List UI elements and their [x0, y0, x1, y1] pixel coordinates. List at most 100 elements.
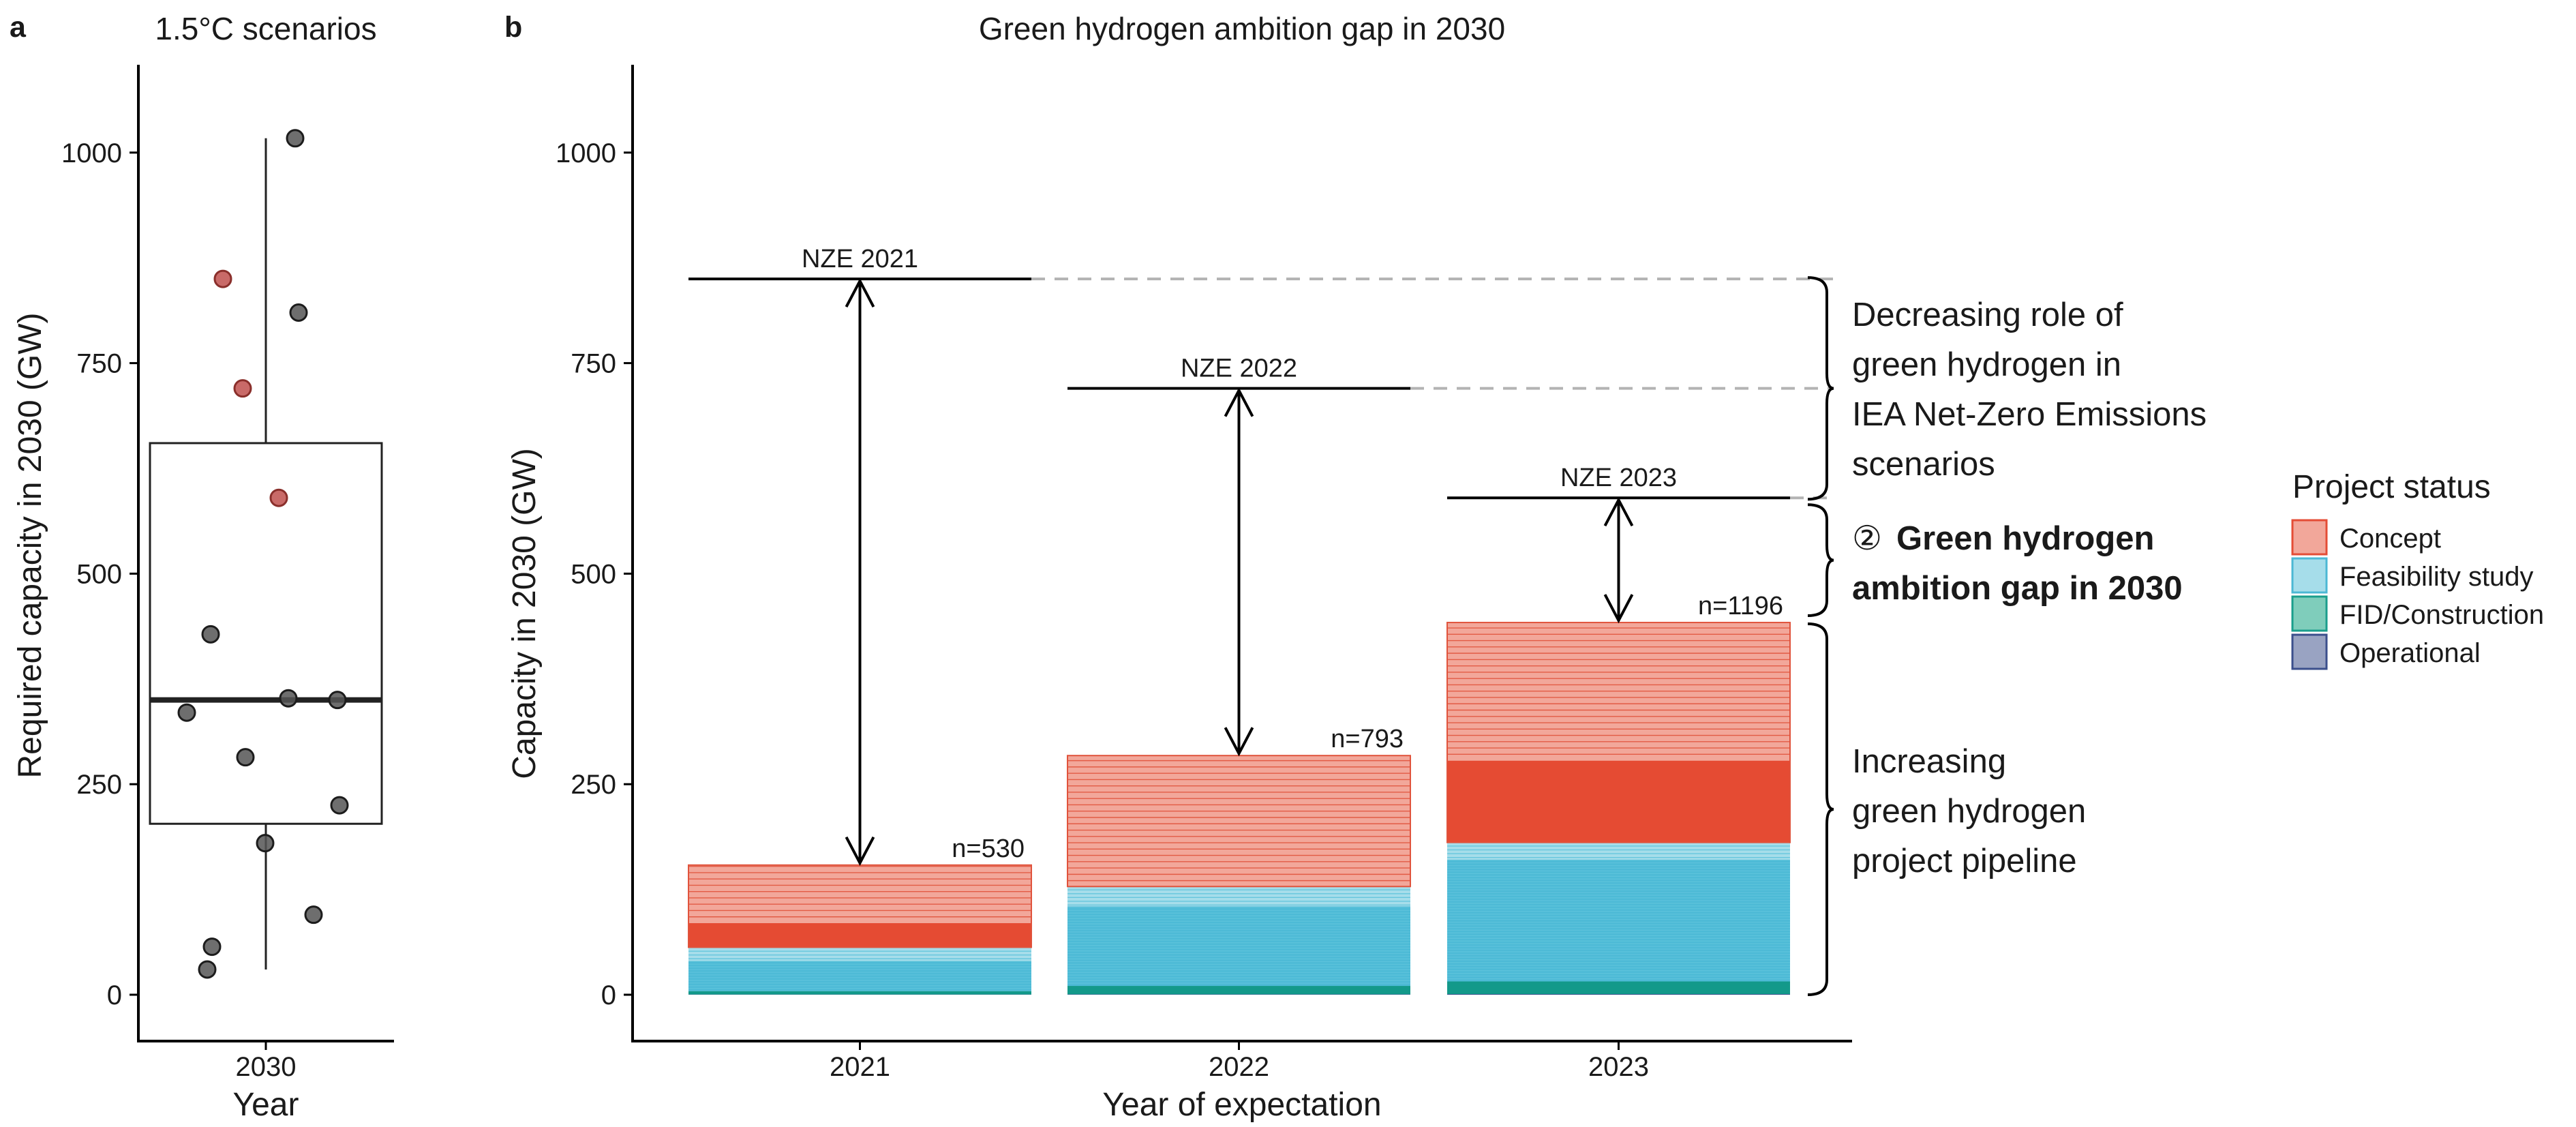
segment-concept-dense	[1447, 760, 1790, 843]
panel_b-y-tick-label: 1000	[556, 138, 616, 168]
annotation-decreasing: Decreasing role of green hydrogen in IEA…	[1852, 297, 2207, 483]
legend-swatch	[2291, 633, 2328, 670]
legend-items: Concept Feasibility study FID/Construction…	[2291, 519, 2544, 670]
scenario-point	[177, 703, 196, 722]
brace-increasing	[1807, 622, 1834, 996]
legend-label: Feasibility study	[2339, 562, 2534, 592]
nze-label: NZE 2021	[802, 245, 918, 273]
panel_a-y-tick-label: 500	[76, 559, 122, 589]
segment-concept-dense	[688, 923, 1031, 948]
x-tick-label: 2023	[1588, 1052, 1649, 1082]
panel-a-y-axis-title: Required capacity in 2030 (GW)	[12, 313, 48, 779]
gap-arrow-head-up	[845, 277, 875, 308]
bar-2021: n=530 NZE 2021	[688, 245, 1834, 995]
panel_a-y-tick-label: 1000	[61, 138, 122, 168]
scenario-point	[289, 303, 308, 322]
panel_b-y-tick-label: 250	[571, 770, 616, 800]
segment-operational	[1447, 994, 1790, 995]
legend-label: Operational	[2339, 638, 2481, 668]
scenario-point	[236, 748, 255, 767]
annotation-decreasing-line-3: IEA Net-Zero Emissions	[1852, 396, 2207, 433]
panel-a-letter: a	[10, 11, 27, 44]
panel-a-x-tick: 2030	[236, 1052, 297, 1082]
brace-decreasing	[1807, 276, 1834, 501]
annotation-increasing-line-2: green hydrogen	[1852, 793, 2086, 830]
n-projects-label: n=530	[952, 835, 1025, 863]
panel-a-title: 1.5°C scenarios	[155, 11, 376, 46]
panel_b-y-tick-label: 0	[601, 980, 616, 1010]
segment-feasibility-dense	[1447, 860, 1790, 982]
annotation-decreasing-line-2: green hydrogen in	[1852, 346, 2121, 383]
brace-gap	[1807, 503, 1834, 618]
panel-a-y-axis: 0 250 500 750 1000	[61, 138, 138, 1010]
annotation-braces	[1807, 276, 1834, 996]
scenario-point	[198, 960, 217, 979]
annotation-gap-line-1: Green hydrogen	[1896, 520, 2154, 557]
legend-label: FID/Construction	[2339, 600, 2544, 630]
scenario-point	[213, 269, 232, 288]
panel-a-x-axis-title: Year	[233, 1087, 299, 1123]
segment-fid-construction	[1447, 981, 1790, 995]
annotation-gap-symbol: ②	[1852, 520, 1882, 557]
annotation-increasing-line-3: project pipeline	[1852, 843, 2077, 880]
nze-label: NZE 2023	[1560, 464, 1677, 492]
segment-fid-construction	[688, 991, 1031, 995]
nze-label: NZE 2022	[1181, 355, 1297, 383]
gap-arrow-head-down	[845, 836, 875, 867]
scenario-point	[286, 129, 305, 148]
legend-swatch	[2291, 519, 2328, 556]
panel-a-plot	[149, 129, 383, 979]
annotation-gap: ② Green hydrogen ambition gap in 2030	[1852, 520, 2183, 607]
legend-title: Project status	[2292, 469, 2491, 505]
scenario-point	[330, 796, 349, 815]
gap-arrow-head-down	[1603, 594, 1634, 624]
segment-fid-construction	[1067, 986, 1410, 995]
annotation-gap-line-2: ambition gap in 2030	[1852, 570, 2183, 607]
bar-2022: n=793 NZE 2022	[1067, 355, 1834, 995]
panel-b-y-axis-title: Capacity in 2030 (GW)	[506, 448, 543, 779]
panel-b-letter: b	[504, 11, 522, 44]
n-projects-label: n=1196	[1698, 592, 1783, 620]
panel_a-y-tick-label: 750	[76, 349, 122, 379]
gap-arrow-head-up	[1603, 496, 1634, 527]
scenario-point	[201, 625, 220, 644]
bar-2023: n=1196 NZE 2023	[1446, 464, 1834, 995]
panel_a-y-tick-label: 0	[107, 980, 122, 1010]
legend-label: Concept	[2339, 524, 2441, 554]
x-tick-label: 2021	[830, 1052, 890, 1082]
panel_a-y-tick-label: 250	[76, 770, 122, 800]
panel_b-y-tick-label: 750	[571, 349, 616, 379]
scenario-point	[256, 834, 275, 853]
segment-feasibility-dense	[688, 961, 1031, 991]
annotation-increasing: Increasing green hydrogen project pipeli…	[1852, 743, 2086, 880]
panel-b-x-axis-title: Year of expectation	[1102, 1087, 1381, 1123]
annotation-increasing-line-1: Increasing	[1852, 743, 2006, 780]
segment-concept-light	[688, 865, 1031, 924]
legend-swatch	[2291, 557, 2328, 594]
panel_b-y-tick-label: 500	[571, 559, 616, 589]
x-tick-label: 2022	[1209, 1052, 1269, 1082]
scenario-point	[304, 905, 323, 925]
panel-b-title: Green hydrogen ambition gap in 2030	[979, 11, 1505, 46]
scenario-point	[202, 937, 222, 957]
legend-swatch	[2291, 595, 2328, 632]
panel-b: b Green hydrogen ambition gap in 2030 0 2…	[504, 11, 2207, 1123]
scenario-point	[233, 379, 252, 398]
gap-arrow-head-down	[1224, 727, 1254, 757]
gap-arrow-head-up	[1224, 387, 1254, 417]
panel-b-y-axis: 0 250 500 750 1000	[556, 138, 633, 1010]
panel-b-plot: n=530 NZE 2021 n=793 NZE 2022 n=1196 NZE 2023	[688, 245, 1834, 995]
panel-b-x-axis: 2021 2022 2023	[830, 1041, 1649, 1082]
n-projects-label: n=793	[1331, 725, 1404, 753]
box-iqr	[149, 442, 383, 825]
legend: Project status Concept Feasibility study F…	[2291, 469, 2544, 670]
panel-a: a 1.5°C scenarios 0 250 500 750 1000 2030 Ye…	[10, 11, 394, 1123]
segment-operational	[1067, 994, 1410, 995]
segment-concept-light	[1067, 755, 1410, 887]
annotation-decreasing-line-4: scenarios	[1852, 446, 1995, 483]
scenario-point	[328, 691, 347, 710]
annotation-decreasing-line-1: Decreasing role of	[1852, 297, 2123, 333]
scenario-point	[279, 689, 298, 708]
scenario-point	[269, 488, 288, 507]
